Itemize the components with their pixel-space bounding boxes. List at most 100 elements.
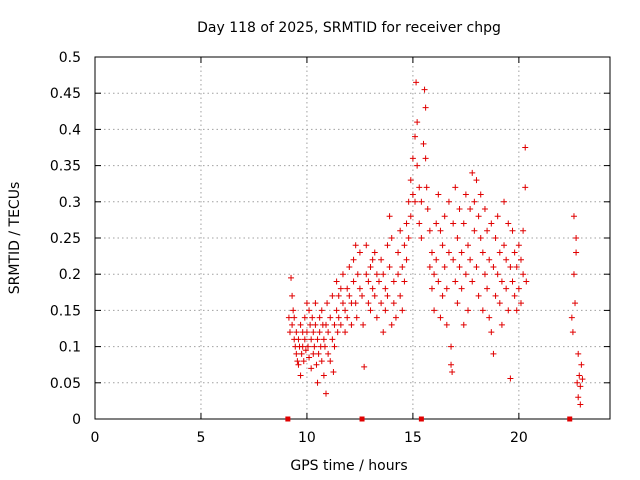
data-point — [454, 235, 461, 241]
data-point — [573, 235, 580, 241]
data-point — [513, 307, 520, 314]
data-point — [293, 350, 300, 357]
grid — [95, 57, 610, 419]
data-point — [316, 314, 323, 321]
data-point — [378, 300, 385, 307]
gap-marker — [285, 416, 291, 422]
data-point — [382, 285, 389, 292]
data-point — [523, 278, 530, 285]
y-tick-label: 0.2 — [59, 267, 81, 283]
data-point — [342, 329, 349, 336]
data-point — [494, 271, 501, 278]
data-point — [380, 271, 387, 278]
x-tick-label: 5 — [197, 430, 206, 446]
data-point — [433, 256, 440, 263]
data-point — [335, 292, 342, 299]
y-tick-label: 0.1 — [59, 340, 81, 356]
data-point — [445, 249, 452, 256]
data-point — [323, 390, 330, 397]
data-point — [397, 227, 404, 234]
data-point — [314, 379, 321, 386]
data-point — [327, 314, 334, 321]
data-point — [421, 86, 428, 93]
data-point — [363, 271, 370, 278]
data-point — [450, 220, 457, 227]
data-point — [350, 278, 357, 285]
data-point — [286, 329, 293, 336]
data-point — [574, 379, 581, 386]
data-point — [302, 347, 309, 354]
data-point — [469, 169, 476, 176]
y-tick-label: 0.5 — [59, 50, 81, 66]
data-points — [285, 79, 586, 408]
data-point — [486, 314, 493, 321]
data-point — [467, 206, 474, 213]
data-point — [458, 249, 465, 256]
data-point — [294, 358, 301, 365]
data-point — [367, 263, 374, 270]
data-point — [318, 358, 325, 365]
data-point — [373, 314, 380, 321]
data-point — [511, 292, 518, 299]
data-point — [423, 184, 430, 191]
data-point — [501, 242, 508, 249]
data-point — [312, 300, 319, 307]
data-point — [431, 271, 438, 278]
data-point — [371, 292, 378, 299]
data-point — [395, 271, 402, 278]
y-tick-label: 0.15 — [50, 303, 81, 319]
data-point — [365, 278, 372, 285]
data-point — [382, 307, 389, 314]
data-point — [578, 361, 585, 368]
data-point — [324, 300, 331, 307]
data-point — [522, 144, 529, 151]
data-point — [418, 235, 425, 241]
data-point — [329, 292, 336, 299]
data-point — [424, 206, 431, 213]
y-tick-label: 0.05 — [50, 376, 81, 392]
data-point — [456, 206, 463, 213]
data-point — [418, 198, 425, 205]
data-point — [426, 227, 433, 234]
x-tick-label: 10 — [298, 430, 316, 446]
axis-ticks — [94, 56, 610, 420]
data-point — [513, 263, 520, 270]
data-point — [575, 394, 582, 401]
data-point — [498, 278, 505, 285]
data-point — [416, 220, 423, 227]
data-point — [339, 300, 346, 307]
data-point — [321, 343, 328, 350]
data-point — [452, 184, 459, 191]
data-point — [498, 321, 505, 328]
data-point — [342, 307, 349, 314]
data-point — [441, 213, 448, 220]
x-tick-label: 20 — [510, 430, 528, 446]
data-point — [375, 278, 382, 285]
data-point — [569, 329, 576, 336]
data-point — [314, 336, 321, 343]
data-point — [520, 227, 527, 234]
data-point — [494, 213, 501, 220]
data-point — [475, 292, 482, 299]
data-point — [465, 307, 472, 314]
tick-labels: 0 0.05 0.1 0.15 0.2 0.25 0.3 0.35 0.4 0.45 0.5 0 5 10… — [50, 50, 528, 446]
data-point — [426, 263, 433, 270]
data-point — [413, 79, 420, 86]
data-point — [318, 307, 325, 314]
data-point — [462, 191, 469, 198]
data-point — [399, 263, 406, 270]
data-point — [392, 314, 399, 321]
data-point — [462, 271, 469, 278]
data-point — [465, 242, 472, 249]
x-tick-label: 0 — [91, 430, 100, 446]
data-point — [412, 198, 419, 205]
data-point — [337, 321, 344, 328]
data-point — [439, 242, 446, 249]
data-point — [422, 155, 429, 162]
x-tick-label: 15 — [404, 430, 422, 446]
data-point — [303, 300, 310, 307]
data-point — [312, 321, 319, 328]
data-point — [384, 242, 391, 249]
data-point — [437, 314, 444, 321]
